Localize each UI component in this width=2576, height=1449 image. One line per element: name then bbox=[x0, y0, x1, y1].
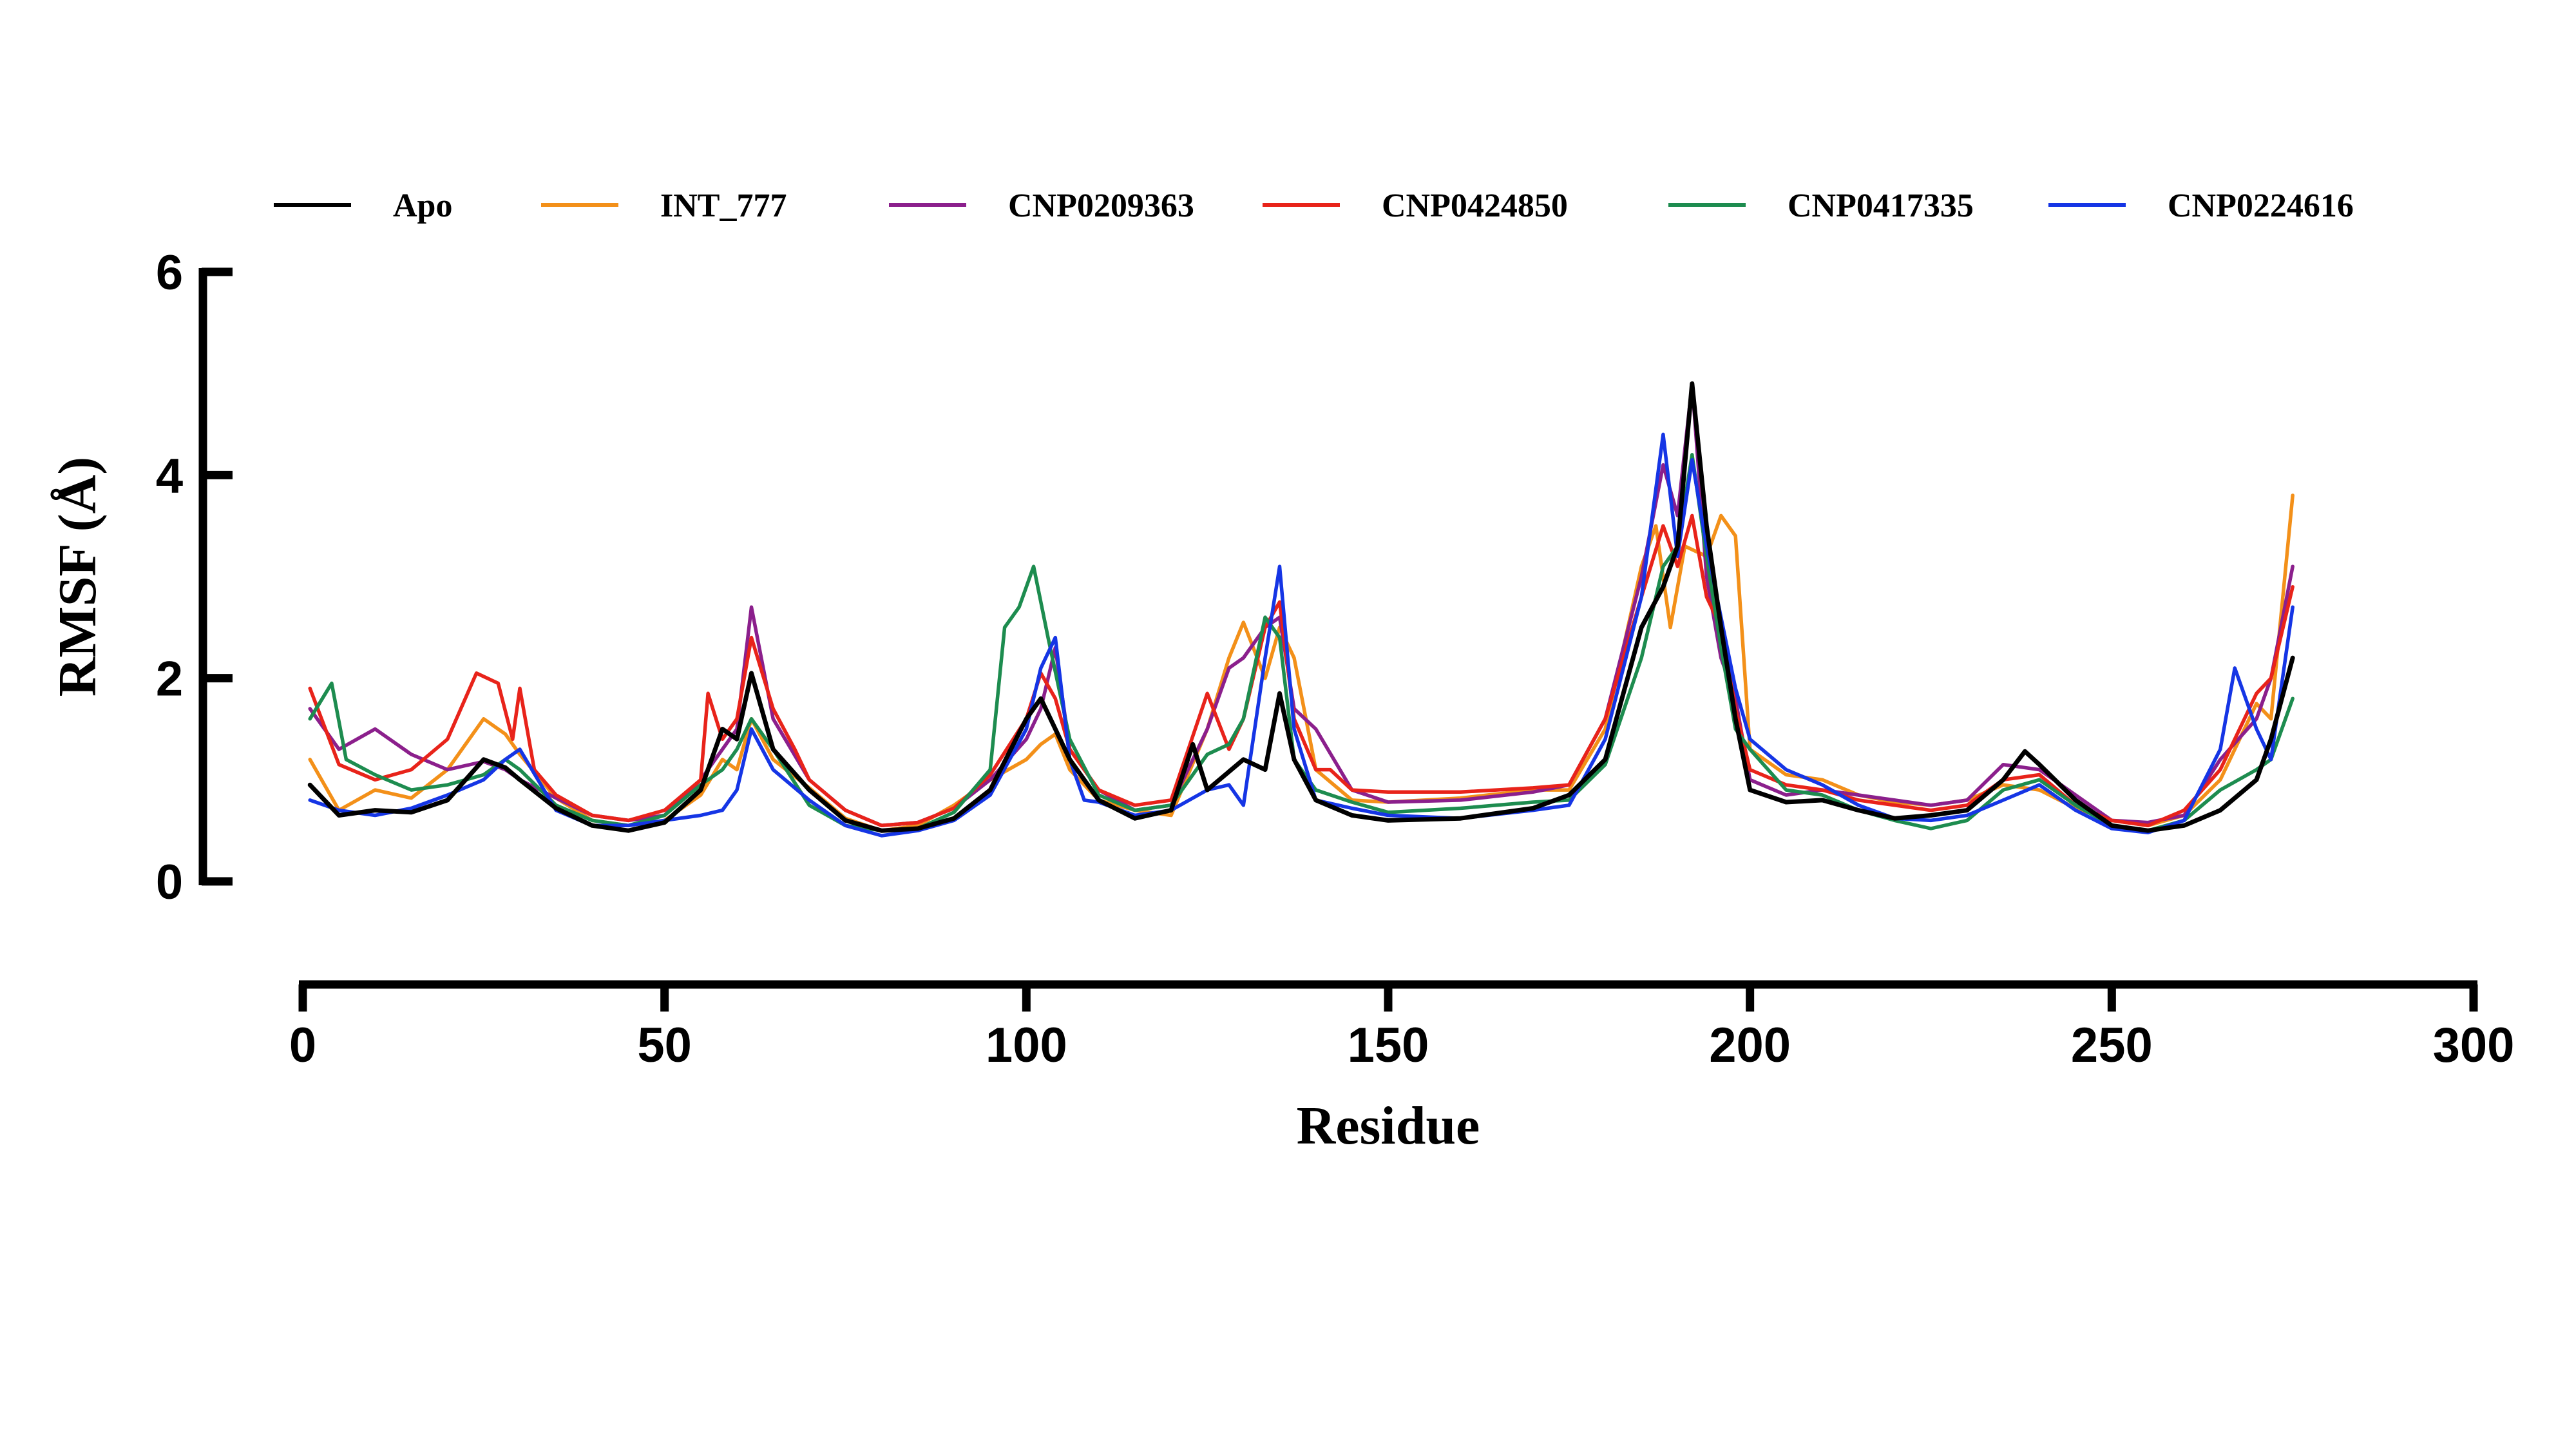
legend-item: CNP0209363 bbox=[889, 187, 1194, 224]
legend-item: CNP0224616 bbox=[2048, 187, 2354, 224]
legend-item: INT_777 bbox=[541, 187, 787, 224]
x-tick-label: 100 bbox=[986, 1018, 1067, 1073]
x-axis-ticks: 0 50 100 150 200 250 300 bbox=[289, 984, 2515, 1073]
legend-label: Apo bbox=[393, 187, 452, 224]
x-tick-label: 50 bbox=[637, 1018, 692, 1073]
y-axis-title: RMSF (Å) bbox=[48, 457, 108, 696]
series-line-cnp0224616 bbox=[308, 432, 2295, 838]
legend-item: Apo bbox=[274, 187, 452, 224]
legend: Apo INT_777 CNP0209363 CNP0424850 CNP0417335… bbox=[274, 187, 2354, 224]
x-axis-title: Residue bbox=[1297, 1096, 1480, 1156]
x-tick-label: 250 bbox=[2071, 1018, 2153, 1073]
legend-label: CNP0424850 bbox=[1382, 187, 1568, 224]
y-tick-label: 0 bbox=[156, 855, 183, 910]
x-tick-label: 200 bbox=[1709, 1018, 1791, 1073]
legend-item: CNP0424850 bbox=[1263, 187, 1568, 224]
axes: 0 2 4 6 0 50 100 150 200 250 300 Residue RMSF (Å) bbox=[48, 245, 2514, 1156]
x-tick-label: 0 bbox=[289, 1018, 316, 1073]
y-tick-label: 6 bbox=[156, 245, 183, 300]
legend-label: CNP0224616 bbox=[2168, 187, 2354, 224]
series-line-int-777 bbox=[308, 494, 2295, 832]
series-line-cnp0209363 bbox=[308, 381, 2295, 828]
y-axis-ticks: 0 2 4 6 bbox=[156, 245, 233, 910]
legend-label: INT_777 bbox=[660, 187, 787, 224]
plot-area bbox=[307, 381, 2295, 838]
x-tick-label: 150 bbox=[1348, 1018, 1429, 1073]
legend-label: CNP0209363 bbox=[1008, 187, 1194, 224]
series-line-apo bbox=[307, 381, 2295, 833]
series-line-cnp0424850 bbox=[308, 513, 2295, 828]
x-tick-label: 300 bbox=[2433, 1018, 2515, 1073]
y-tick-label: 2 bbox=[156, 652, 183, 707]
y-tick-label: 4 bbox=[156, 448, 183, 503]
legend-label: CNP0417335 bbox=[1788, 187, 1974, 224]
legend-item: CNP0417335 bbox=[1668, 187, 1974, 224]
